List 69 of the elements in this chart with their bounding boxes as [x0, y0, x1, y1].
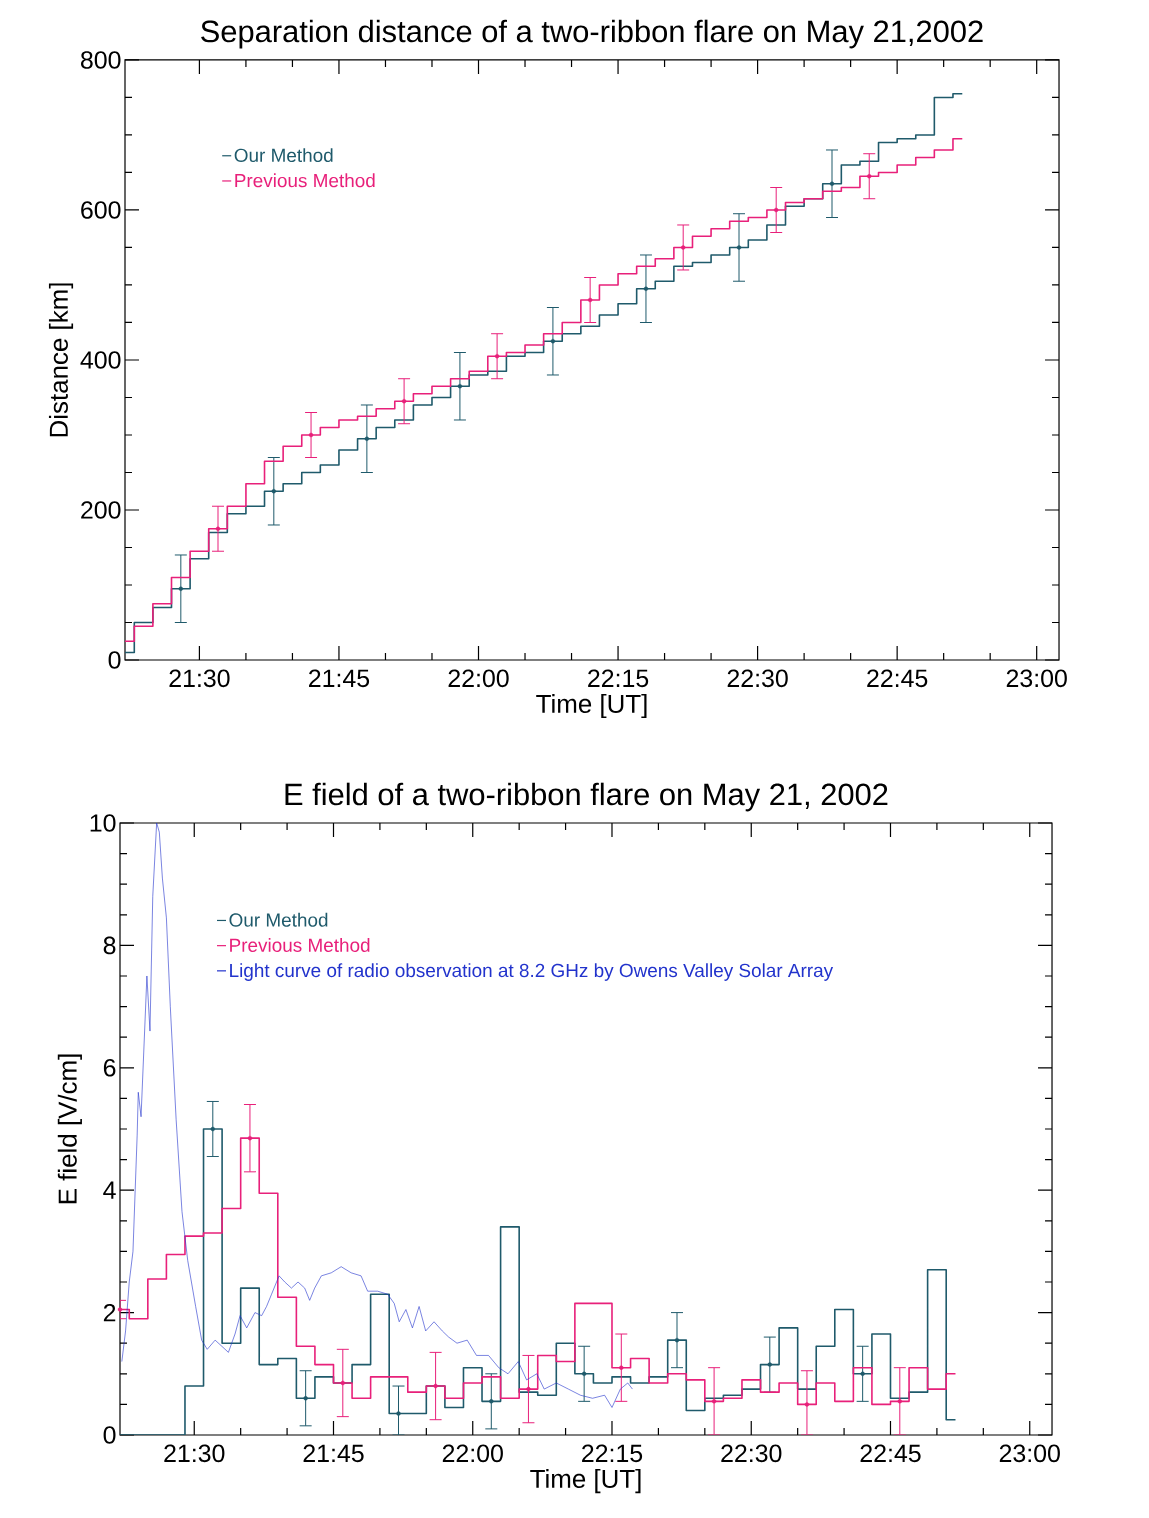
point — [897, 1399, 902, 1404]
point — [767, 1362, 772, 1367]
legend-label: Our Method — [234, 148, 333, 163]
chart-title: E field of a two-ribbon flare on May 21, 2002 — [285, 782, 888, 812]
point — [804, 1402, 810, 1407]
point — [773, 207, 779, 213]
point — [581, 1371, 587, 1376]
point — [489, 1399, 494, 1404]
point — [247, 1135, 253, 1141]
x-tick-label: 22:45 — [867, 669, 928, 688]
point — [117, 1307, 123, 1312]
x-tick-label: 22:00 — [442, 1444, 503, 1463]
point — [711, 1399, 717, 1404]
legend-label: Previous Method — [230, 938, 370, 952]
x-axis-title: Time [UT] — [536, 693, 647, 719]
point — [674, 1337, 680, 1343]
x-axis-title: Time [UT] — [530, 1468, 641, 1494]
point — [401, 399, 407, 404]
point — [867, 174, 872, 179]
legend-label: Our Method — [229, 912, 328, 927]
point — [433, 1383, 438, 1389]
y-tick-label: 2 — [103, 1303, 116, 1322]
point — [587, 297, 593, 303]
x-tick-label: 23:00 — [999, 1444, 1060, 1463]
point — [210, 1126, 215, 1132]
point — [364, 436, 370, 441]
y-tick-label: 4 — [103, 1181, 116, 1199]
x-tick-label: 21:30 — [169, 669, 230, 688]
legend-label: Previous Method — [235, 173, 375, 188]
point — [681, 245, 686, 250]
x-tick-label: 22:00 — [448, 669, 509, 688]
x-tick-label: 22:30 — [721, 1444, 782, 1463]
x-tick-label: 21:30 — [164, 1444, 225, 1463]
point — [526, 1386, 531, 1392]
point — [215, 526, 221, 531]
y-tick-label: 200 — [81, 501, 121, 519]
point — [736, 245, 742, 250]
point — [457, 384, 463, 389]
x-tick-label: 21:45 — [303, 1444, 364, 1463]
y-tick-label: 400 — [80, 351, 121, 369]
point — [643, 286, 649, 291]
x-tick-label: 22:15 — [588, 669, 649, 688]
point — [619, 1365, 624, 1370]
chart-title: Separation distance of a two-ribbon flare on May 21,2002 — [201, 19, 983, 49]
x-tick-label: 22:15 — [582, 1444, 643, 1463]
y-tick-label: 10 — [90, 814, 116, 832]
point — [829, 181, 835, 186]
legend-label: Light curve of radio observation at 8.2 GHz by Owens Valley Solar Array — [230, 963, 834, 981]
point — [396, 1411, 401, 1416]
point — [860, 1371, 865, 1376]
y-axis-title: Distance [km] — [48, 283, 74, 437]
x-tick-label: 23:00 — [1006, 669, 1067, 688]
y-tick-label: 0 — [108, 651, 121, 669]
y-tick-label: 6 — [103, 1058, 116, 1077]
point — [271, 489, 277, 494]
y-tick-label: 800 — [81, 51, 121, 69]
y-tick-label: 600 — [81, 201, 121, 219]
x-tick-label: 22:30 — [727, 669, 788, 688]
point — [308, 432, 314, 438]
point — [303, 1396, 308, 1401]
y-tick-label: 8 — [103, 936, 116, 955]
point — [178, 586, 184, 591]
y-tick-label: 0 — [103, 1426, 116, 1444]
x-tick-label: 21:45 — [309, 669, 370, 688]
point — [494, 354, 500, 359]
x-tick-label: 22:45 — [860, 1444, 921, 1463]
point — [550, 339, 556, 344]
point — [340, 1380, 345, 1386]
y-axis-title: E field [V/cm] — [57, 1054, 82, 1204]
